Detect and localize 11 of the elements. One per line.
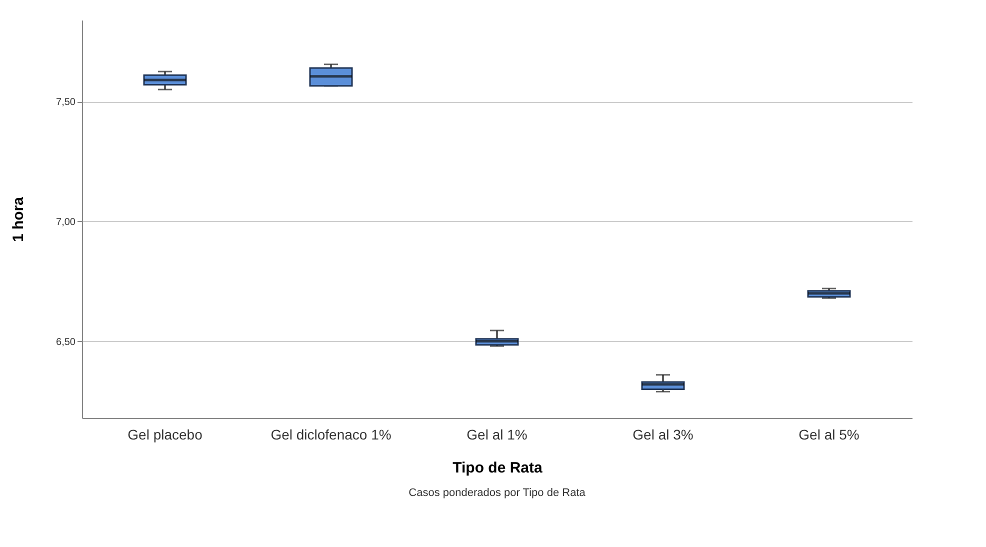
y-axis-title: 1 hora [10, 196, 28, 242]
x-axis-title: Tipo de Rata [452, 460, 544, 476]
x-tick-label: Gel placebo [128, 426, 203, 442]
x-tick-label: Gel al 1% [466, 426, 528, 442]
text: Casos ponderados por Tipo de Rata [408, 487, 586, 499]
y-tick-label: 7,50 [56, 97, 76, 108]
x-tick-label: Gel al 3% [632, 426, 694, 442]
y-tick-label: 7,00 [56, 216, 76, 228]
x-tick-label: Gel al 5% [798, 426, 860, 442]
x-tick-label: Gel diclofenaco 1% [270, 426, 392, 442]
y-tick-label: 6,50 [56, 336, 76, 348]
